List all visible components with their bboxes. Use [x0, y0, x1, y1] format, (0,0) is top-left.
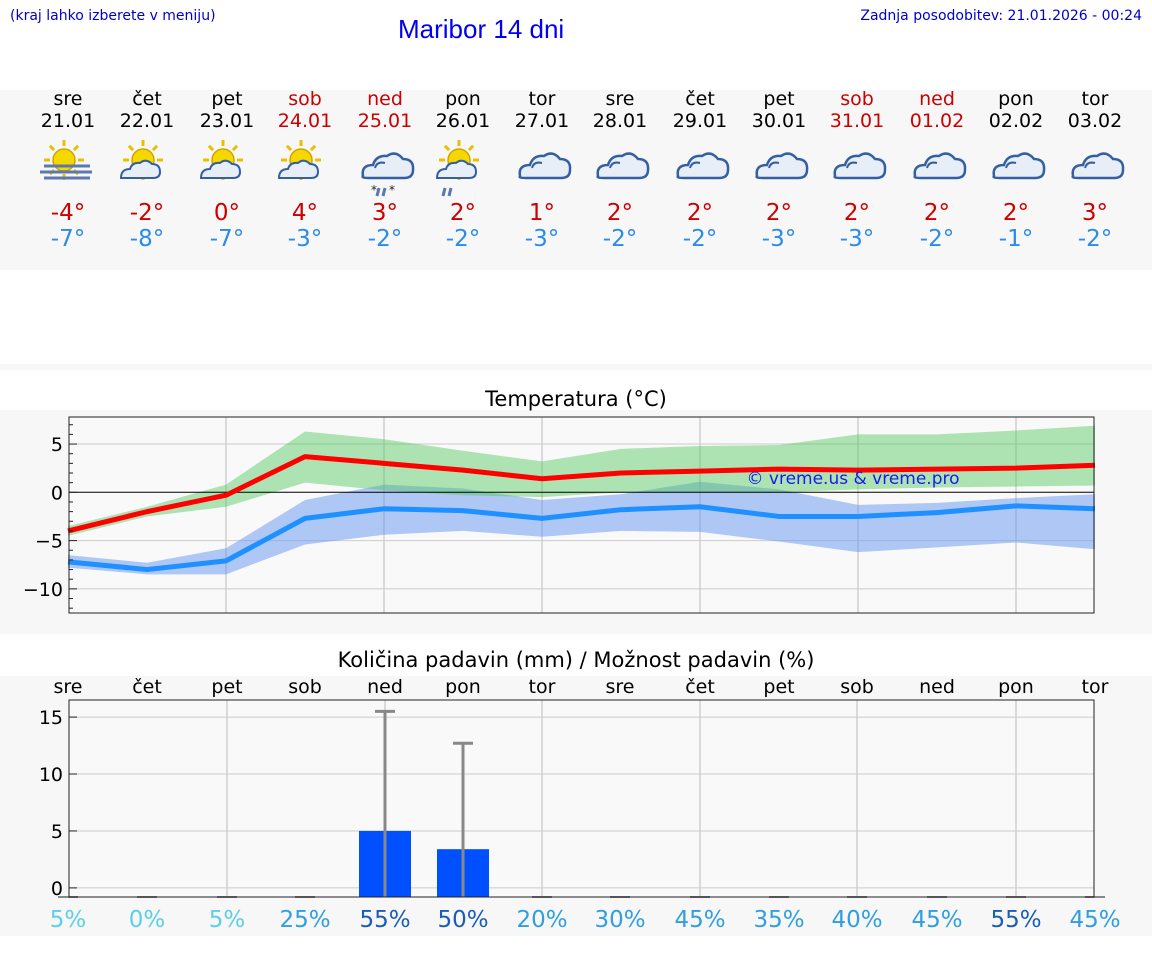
day-name: sob	[840, 88, 874, 110]
day-name: ned	[367, 88, 403, 110]
temp-max: 4°	[291, 200, 319, 226]
temp-max: 2°	[923, 200, 951, 226]
sun-cloud-icon	[199, 140, 243, 180]
divider	[0, 364, 1152, 370]
temp-max: 2°	[449, 200, 477, 226]
day-column: tor 27.01 1° -3°	[502, 88, 582, 252]
temp-min: -8°	[129, 226, 165, 252]
last-updated: Zadnja posodobitev: 21.01.2026 - 00:24	[860, 8, 1142, 24]
day-column: sob 24.01 4° -3°	[265, 88, 345, 252]
day-date: 22.01	[119, 110, 175, 132]
day-name: sre	[605, 88, 635, 110]
day-date: 21.01	[40, 110, 96, 132]
day-column: tor 03.02 3° -2°	[1055, 88, 1135, 252]
temp-min: -3°	[524, 226, 560, 252]
cloud-icon	[755, 152, 809, 180]
day-date: 02.02	[988, 110, 1044, 132]
day-date: 01.02	[909, 110, 965, 132]
temp-max: 2°	[686, 200, 714, 226]
temp-max: 2°	[765, 200, 793, 226]
day-column: pon 02.02 2° -1°	[976, 88, 1056, 252]
day-date: 25.01	[357, 110, 413, 132]
temp-max: 2°	[1002, 200, 1030, 226]
sun-fog-icon	[40, 140, 92, 180]
cloud-icon	[833, 152, 887, 180]
day-name: sob	[288, 88, 322, 110]
day-name: tor	[528, 88, 556, 110]
day-column: sob 31.01 2° -3°	[817, 88, 897, 252]
sun-cloud-icon	[119, 140, 163, 180]
svg-text:*: *	[371, 183, 377, 197]
location-hint[interactable]: (kraj lahko izberete v meniju)	[10, 8, 216, 24]
cloud-icon	[518, 152, 572, 180]
day-column: sre 28.01 2° -2°	[580, 88, 660, 252]
temp-min: -3°	[287, 226, 323, 252]
day-date: 03.02	[1067, 110, 1123, 132]
forecast-strip	[0, 90, 1152, 270]
temp-max: 2°	[606, 200, 634, 226]
day-name: čet	[685, 88, 715, 110]
temp-min: -2°	[602, 226, 638, 252]
day-column: pon 26.01 2° -2°	[423, 88, 503, 252]
day-name: tor	[1081, 88, 1109, 110]
temperature-panel	[0, 410, 1152, 634]
precipitation-title: Količina padavin (mm) / Možnost padavin …	[337, 648, 815, 672]
day-column: ned 01.02 2° -2°	[897, 88, 977, 252]
day-name: pet	[763, 88, 795, 110]
temp-min: -3°	[839, 226, 875, 252]
day-date: 29.01	[672, 110, 728, 132]
temp-min: -2°	[919, 226, 955, 252]
temp-min: -2°	[682, 226, 718, 252]
day-date: 30.01	[751, 110, 807, 132]
temp-max: -2°	[129, 200, 165, 226]
day-date: 23.01	[199, 110, 255, 132]
sun-cloud-icon	[277, 140, 321, 180]
temp-max: 3°	[1081, 200, 1109, 226]
temp-max: 3°	[371, 200, 399, 226]
day-column: sre 21.01 -4° -7°	[28, 88, 108, 252]
temperature-title: Temperatura (°C)	[485, 387, 667, 411]
temp-min: -1°	[998, 226, 1034, 252]
cloud-sleet-icon: * *	[361, 152, 415, 197]
temp-min: -2°	[1077, 226, 1113, 252]
temp-max: 1°	[528, 200, 556, 226]
cloud-icon	[1071, 152, 1125, 180]
day-date: 26.01	[435, 110, 491, 132]
day-name: pon	[445, 88, 481, 110]
precipitation-panel	[0, 676, 1152, 936]
day-date: 31.01	[829, 110, 885, 132]
day-column: pet 30.01 2° -3°	[739, 88, 819, 252]
temp-max: 2°	[843, 200, 871, 226]
day-name: čet	[132, 88, 162, 110]
day-column: ned 25.01 * * 3° -2°	[345, 88, 425, 252]
cloud-icon	[676, 152, 730, 180]
temp-max: -4°	[50, 200, 86, 226]
cloud-icon	[596, 152, 650, 180]
day-name: pon	[998, 88, 1034, 110]
temp-max: 0°	[213, 200, 241, 226]
cloud-icon	[913, 152, 967, 180]
day-date: 28.01	[592, 110, 648, 132]
page-title: Maribor 14 dni	[398, 14, 565, 44]
day-column: čet 29.01 2° -2°	[660, 88, 740, 252]
temp-min: -2°	[367, 226, 403, 252]
day-name: pet	[211, 88, 243, 110]
day-column: čet 22.01 -2° -8°	[107, 88, 187, 252]
day-date: 24.01	[277, 110, 333, 132]
day-date: 27.01	[514, 110, 570, 132]
temp-min: -3°	[761, 226, 797, 252]
cloud-icon	[992, 152, 1046, 180]
day-column: pet 23.01 0° -7°	[187, 88, 267, 252]
day-name: ned	[919, 88, 955, 110]
svg-text:*: *	[389, 183, 395, 197]
day-name: sre	[53, 88, 83, 110]
temp-min: -7°	[50, 226, 86, 252]
temp-min: -2°	[445, 226, 481, 252]
temp-min: -7°	[209, 226, 245, 252]
sun-cloud-rain-icon	[435, 140, 479, 197]
